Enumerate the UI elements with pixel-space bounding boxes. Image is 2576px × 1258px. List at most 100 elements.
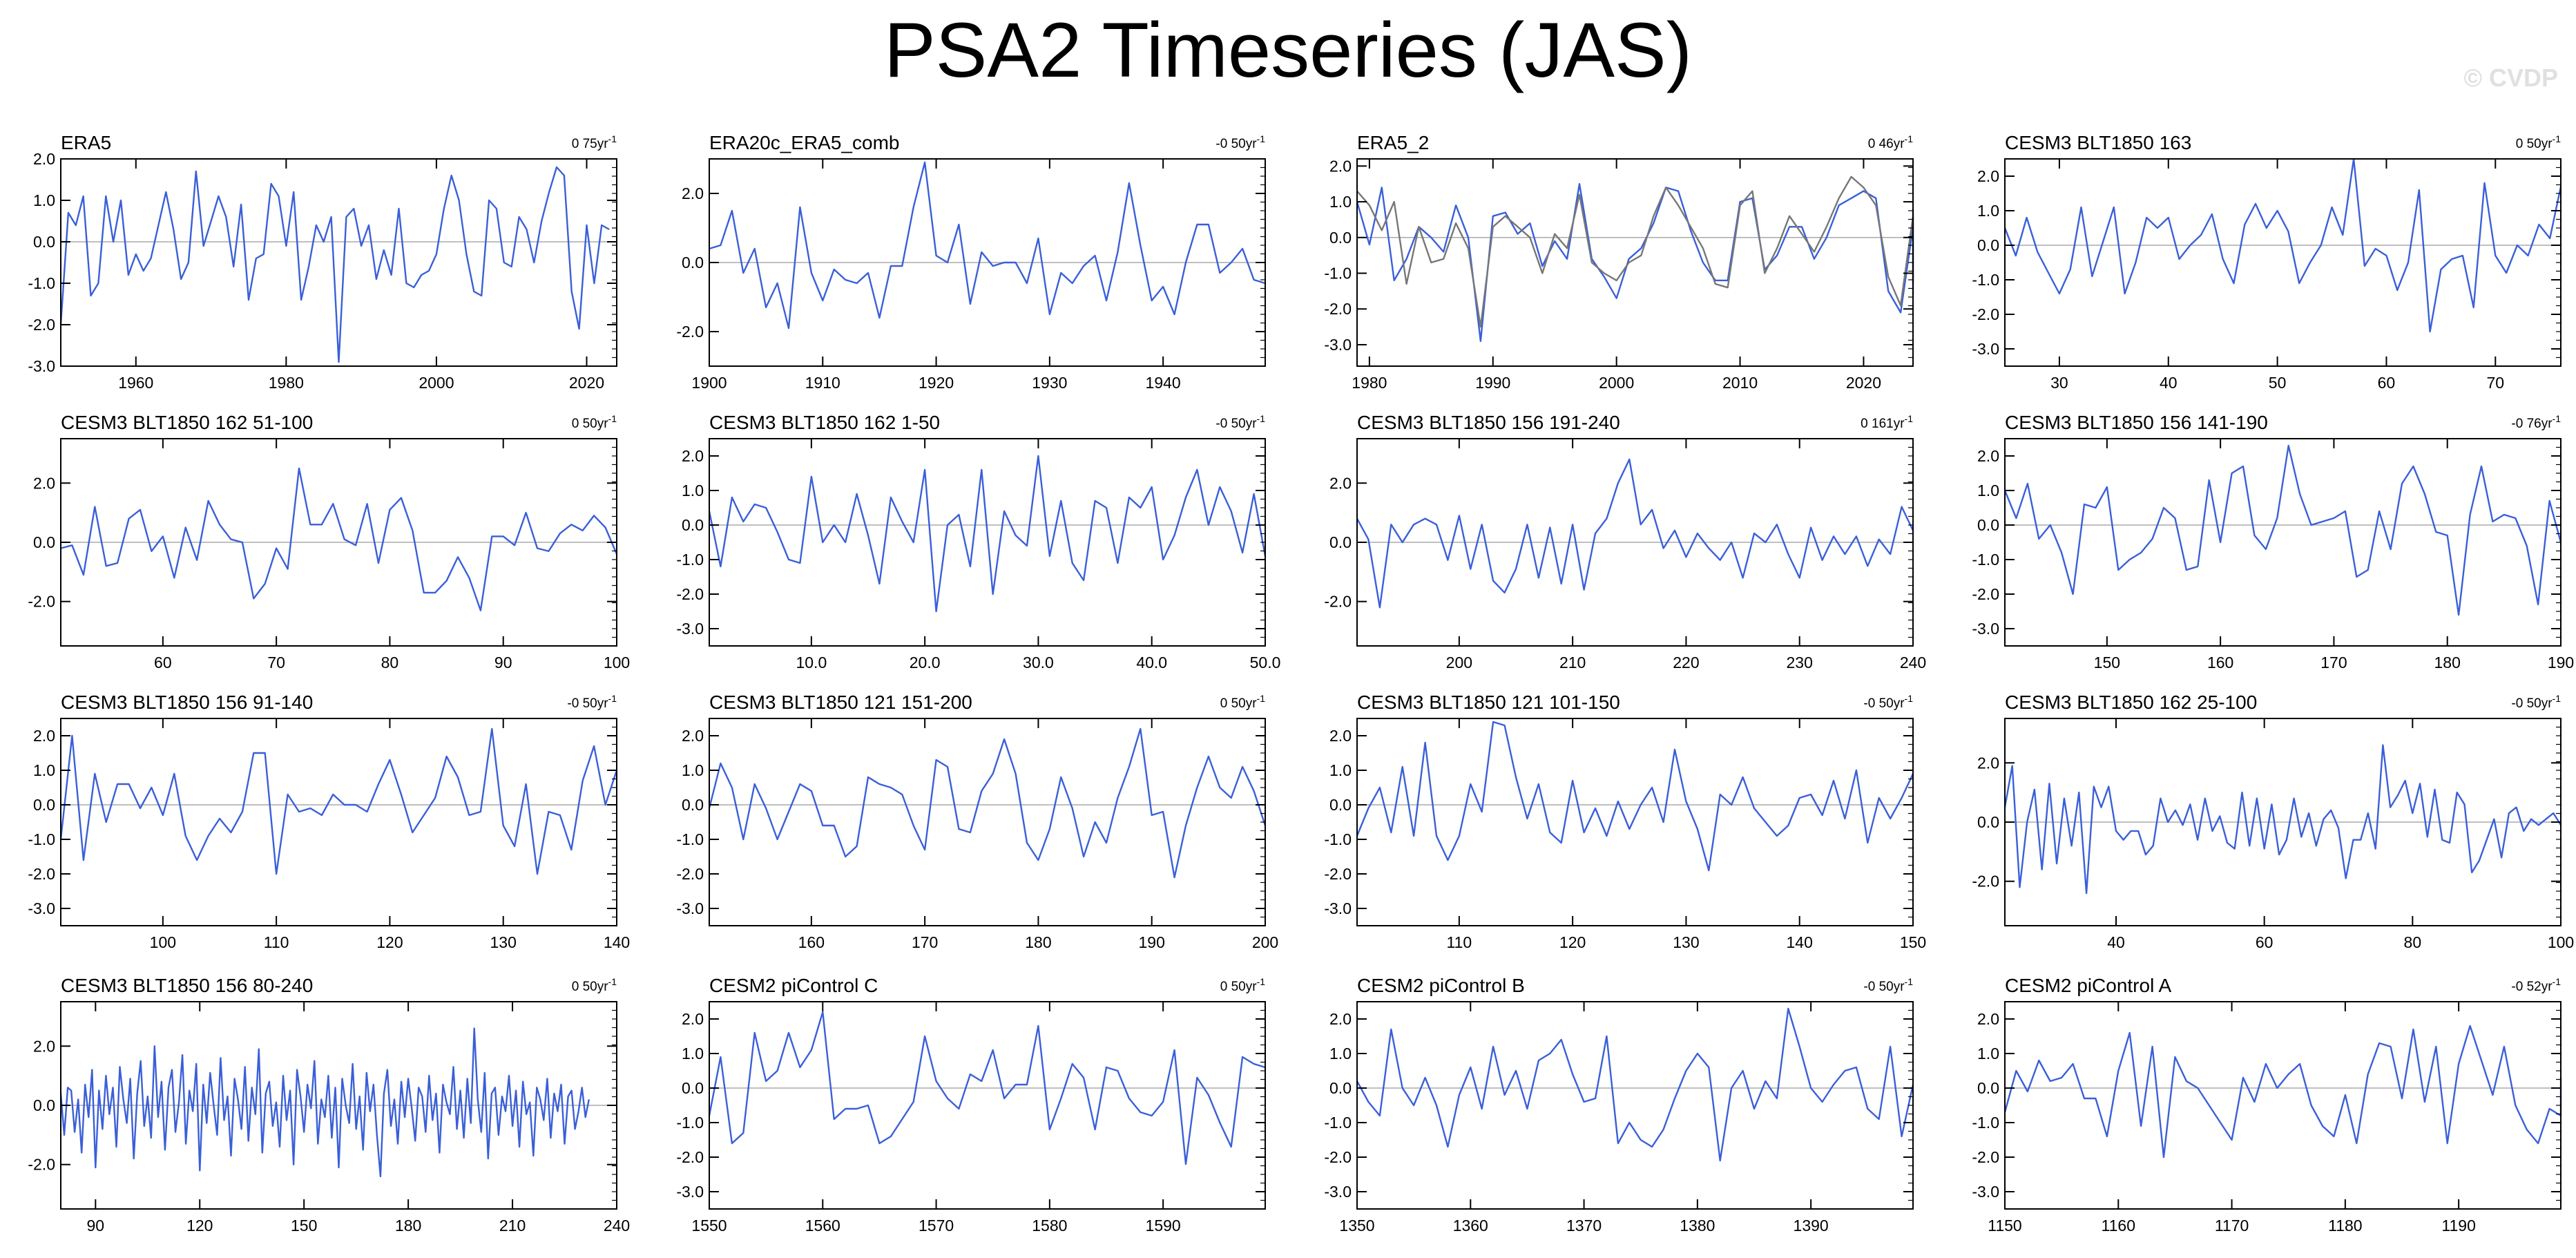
- x-tick-label: 1920: [919, 374, 954, 392]
- x-tick-label: 120: [186, 1217, 213, 1235]
- chart-panel: -2.0 0.0 2.0 200 210 220 230 240 CESM3 BLT1850 1…: [1324, 412, 1926, 671]
- y-tick-label: -3.0: [676, 899, 704, 917]
- x-tick-label: 130: [490, 933, 517, 951]
- series-line: [709, 161, 1266, 330]
- chart-panel: -2.0 0.0 2.0 90 120 150 180 210 240 CESM3 BLT1850…: [28, 975, 630, 1235]
- x-tick-label: 1390: [1794, 1217, 1829, 1235]
- x-tick-label: 150: [1900, 933, 1926, 951]
- x-tick-label: 60: [2256, 933, 2274, 951]
- y-tick-label: -1.0: [1324, 830, 1352, 848]
- x-tick-label: 240: [1900, 654, 1926, 671]
- series-line: [708, 727, 1267, 879]
- x-tick-label: 130: [1673, 933, 1699, 951]
- chart-panel: -2.0 0.0 2.0 60 70 80 90 100 CESM3 BLT1850 162 5…: [28, 412, 630, 671]
- y-tick-label: -3.0: [1972, 620, 1999, 638]
- y-tick-label: -2.0: [28, 1156, 55, 1174]
- plot-frame: [709, 438, 1266, 647]
- panel-title: CESM3 BLT1850 162 25-100: [2005, 692, 2257, 713]
- y-tick-label: 0.0: [1329, 796, 1352, 814]
- y-tick-label: -3.0: [1324, 336, 1352, 354]
- y-tick-label: -2.0: [1324, 300, 1352, 318]
- y-tick-label: 2.0: [682, 1010, 704, 1028]
- chart-panel: -3.0 -2.0 -1.0 0.0 1.0 2.0 1960 1980 2000 2020 ERA…: [28, 132, 617, 392]
- cvdp-watermark: © CVDP: [2463, 64, 2558, 92]
- y-tick-label: -2.0: [1972, 1148, 1999, 1166]
- x-tick-label: 1570: [919, 1217, 954, 1235]
- trend-label: -0 50yr-1: [567, 693, 617, 711]
- y-tick-label: 0.0: [33, 1096, 55, 1114]
- y-tick-label: 0.0: [1977, 813, 1999, 831]
- series-line: [2003, 744, 2562, 895]
- x-tick-label: 1150: [1988, 1217, 2021, 1235]
- y-tick-label: -1.0: [676, 830, 704, 848]
- trend-label: -0 50yr-1: [1863, 976, 1913, 994]
- trend-label: -0 76yr-1: [2511, 413, 2561, 431]
- x-tick-label: 90: [87, 1217, 105, 1235]
- y-tick-label: -1.0: [1972, 271, 1999, 289]
- series-line: [59, 727, 618, 875]
- y-tick-label: 1.0: [1977, 202, 1999, 220]
- trend-label: -0 50yr-1: [1215, 413, 1265, 431]
- series-line: [2003, 1024, 2562, 1159]
- y-tick-label: -1.0: [1324, 265, 1352, 283]
- trend-label: 0 75yr-1: [572, 133, 617, 151]
- y-tick-label: 1.0: [33, 191, 55, 209]
- x-tick-label: 1980: [1352, 374, 1387, 392]
- x-tick-label: 1190: [2441, 1217, 2475, 1235]
- plot-frame: [709, 1001, 1266, 1210]
- panel-title: CESM3 BLT1850 156 80-240: [61, 975, 313, 996]
- y-tick-label: 0.0: [1977, 1079, 1999, 1097]
- y-tick-label: -2.0: [1972, 585, 1999, 603]
- x-tick-label: 190: [2548, 654, 2574, 671]
- x-tick-label: 1170: [2215, 1217, 2249, 1235]
- chart-panel: -3.0 -2.0 -1.0 0.0 1.0 2.0 160 170 180 190 200 CESM…: [676, 692, 1278, 951]
- panel-title: CESM3 BLT1850 163: [2005, 132, 2191, 153]
- series-line: [1356, 183, 1914, 342]
- y-tick-label: 1.0: [1329, 193, 1352, 211]
- panel-title: ERA20c_ERA5_comb: [709, 132, 899, 153]
- y-tick-label: 2.0: [33, 150, 55, 168]
- y-tick-label: -1.0: [1324, 1114, 1352, 1132]
- y-tick-label: 2.0: [682, 727, 704, 745]
- panel-title: CESM3 BLT1850 162 1-50: [709, 412, 940, 433]
- x-tick-label: 2000: [1599, 374, 1634, 392]
- x-tick-label: 140: [1787, 933, 1813, 951]
- y-tick-label: -2.0: [1972, 305, 1999, 323]
- x-tick-label: 1930: [1032, 374, 1067, 392]
- y-tick-label: 2.0: [1977, 1010, 1999, 1028]
- y-tick-label: 1.0: [1329, 1045, 1352, 1062]
- panel-title: CESM3 BLT1850 121 101-150: [1357, 692, 1620, 713]
- x-tick-label: 1370: [1566, 1217, 1602, 1235]
- x-tick-label: 60: [154, 654, 172, 671]
- y-tick-label: 0.0: [1329, 533, 1352, 551]
- x-tick-label: 1590: [1146, 1217, 1181, 1235]
- trend-label: 0 50yr-1: [1220, 693, 1265, 711]
- x-tick-label: 150: [2094, 654, 2120, 671]
- x-tick-label: 40: [2160, 374, 2178, 392]
- y-tick-label: 0.0: [682, 516, 704, 534]
- x-tick-label: 2020: [569, 374, 604, 392]
- plot-frame: [2004, 1001, 2561, 1210]
- series-line: [2003, 158, 2562, 333]
- series-line: [59, 1027, 590, 1178]
- plot-frame: [2004, 438, 2561, 647]
- chart-panel: -3.0 -2.0 -1.0 0.0 1.0 2.0 100 110 120 130 140 CESM…: [28, 692, 630, 951]
- y-tick-label: -3.0: [28, 357, 55, 375]
- x-tick-label: 170: [912, 933, 938, 951]
- x-tick-label: 40.0: [1136, 654, 1167, 671]
- trend-label: -0 50yr-1: [1215, 133, 1265, 151]
- chart-panel: -3.0 -2.0 -1.0 0.0 1.0 2.0 1150 1160 1170 1180 119…: [1972, 975, 2562, 1235]
- x-tick-label: 120: [1559, 933, 1586, 951]
- panel-title: ERA5_2: [1357, 132, 1429, 153]
- y-tick-label: -1.0: [676, 1114, 704, 1132]
- x-tick-label: 190: [1139, 933, 1165, 951]
- overlay-series-line: [1356, 175, 1914, 328]
- y-tick-label: 0.0: [1329, 1079, 1352, 1097]
- chart-panel: -3.0 -2.0 -1.0 0.0 1.0 2.0 30 40 50 60 70 CESM3 BLT…: [1972, 132, 2562, 392]
- panel-title: CESM3 BLT1850 156 191-240: [1357, 412, 1620, 433]
- x-tick-label: 2020: [1846, 374, 1881, 392]
- x-tick-label: 230: [1787, 654, 1813, 671]
- y-tick-label: -2.0: [1324, 865, 1352, 883]
- x-tick-label: 90: [494, 654, 512, 671]
